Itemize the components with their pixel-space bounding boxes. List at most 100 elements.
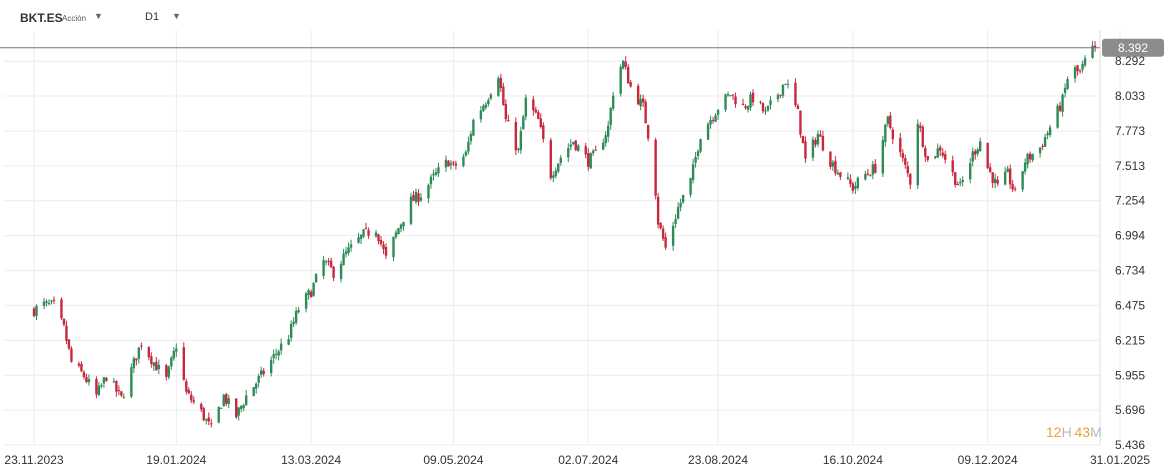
symbol-selector[interactable]: BKT.ES (20, 11, 63, 25)
candle-body (62, 318, 66, 325)
candle-body (87, 379, 91, 383)
candle-body (132, 358, 136, 369)
candle-up (554, 167, 557, 179)
candle-body (519, 131, 523, 151)
candle-body (709, 119, 712, 125)
candle-up (716, 108, 720, 120)
candle-body (377, 234, 380, 242)
candle-body (532, 99, 535, 111)
candle-body (734, 96, 737, 105)
candle-down (364, 222, 368, 230)
candle-body (831, 162, 835, 167)
candle-body (522, 116, 525, 130)
candle-body (327, 261, 330, 263)
candle-body (427, 184, 430, 199)
candle-body (70, 348, 73, 362)
candle-up (871, 160, 875, 180)
symbol-dropdown-icon[interactable]: ▼ (94, 11, 103, 21)
candle-up (916, 119, 919, 189)
candle-body (766, 105, 770, 111)
candle-down (641, 94, 645, 107)
candle-down (150, 352, 153, 368)
candle-down (165, 363, 168, 381)
candle-up (559, 155, 562, 166)
candle-up (497, 75, 500, 97)
candle-body (499, 77, 503, 88)
candle-down (499, 73, 503, 93)
candle-up (696, 149, 700, 160)
candle-body (689, 177, 692, 195)
candle-body (467, 141, 470, 152)
candle-body (1093, 45, 1097, 48)
countdown-minutes-unit: M (1090, 424, 1102, 440)
candle-body (379, 239, 383, 244)
candle-up (602, 138, 605, 151)
candle-up (205, 418, 208, 425)
candle-up (482, 103, 485, 112)
candle-body (559, 157, 562, 163)
candle-body (1073, 67, 1077, 79)
candle-body (322, 260, 325, 276)
candle-body (115, 380, 118, 392)
candle-body (691, 164, 695, 180)
candle-body (349, 244, 353, 248)
x-tick-label: 19.01.2024 (146, 453, 206, 467)
chart-toolbar: BKT.ES Acción ▼ D1 ▼ (0, 0, 1175, 36)
candle-up (1073, 65, 1077, 83)
candle-down (821, 130, 825, 152)
candle-up (487, 97, 490, 107)
candle-down (587, 148, 590, 171)
candle-up (35, 304, 38, 321)
candle-body (1011, 184, 1014, 190)
candle-body (1076, 65, 1079, 72)
y-axis: 8.292 8.033 7.773 7.513 7.254 6.994 6.734 6.475… (1115, 54, 1145, 452)
candle-up (242, 403, 245, 412)
candle-up (1043, 133, 1047, 147)
candle-body (821, 136, 825, 151)
candle-body (804, 141, 807, 159)
candle-body (706, 124, 710, 140)
candle-down (52, 296, 56, 305)
candle-body (839, 172, 842, 177)
candle-body (342, 253, 345, 266)
candle-up (969, 158, 972, 184)
candle-up (419, 193, 423, 203)
candle-body (392, 236, 395, 258)
candle-body (696, 151, 700, 156)
candle-up (769, 96, 772, 110)
candle-down (202, 406, 205, 422)
candle-up (1023, 158, 1027, 175)
candle-body (909, 173, 912, 185)
candle-down (829, 151, 832, 170)
candle-body (846, 177, 850, 179)
candle-body (60, 299, 63, 319)
candle-body (612, 95, 615, 109)
candle-body (849, 179, 852, 184)
candle-up (217, 406, 220, 424)
candle-body (726, 94, 730, 96)
candle-body (150, 356, 153, 364)
candle-up (397, 227, 400, 235)
candle-body (152, 362, 156, 366)
candle-body (594, 149, 597, 151)
timeframe-dropdown-icon[interactable]: ▼ (172, 11, 181, 21)
candle-body (971, 151, 974, 162)
candle-body (936, 148, 939, 158)
candle-down (549, 137, 552, 181)
candle-body (167, 366, 171, 378)
candle-body (854, 186, 857, 189)
candle-down (1076, 64, 1079, 76)
candle-up (1003, 167, 1007, 186)
y-tick-label: 8.033 (1115, 89, 1145, 103)
candle-up (122, 393, 126, 399)
candle-down (1058, 101, 1062, 113)
timeframe-selector[interactable]: D1 (145, 11, 160, 23)
y-tick-label: 7.513 (1115, 159, 1145, 173)
candle-body (50, 300, 53, 302)
candle-down (447, 159, 450, 167)
candle-up (272, 349, 275, 364)
candle-body (534, 109, 538, 113)
candle-body (729, 95, 732, 97)
candle-down (1008, 164, 1012, 189)
